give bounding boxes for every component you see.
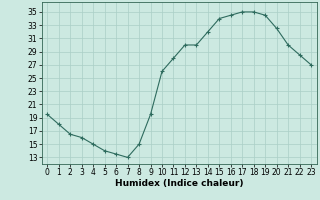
X-axis label: Humidex (Indice chaleur): Humidex (Indice chaleur): [115, 179, 244, 188]
